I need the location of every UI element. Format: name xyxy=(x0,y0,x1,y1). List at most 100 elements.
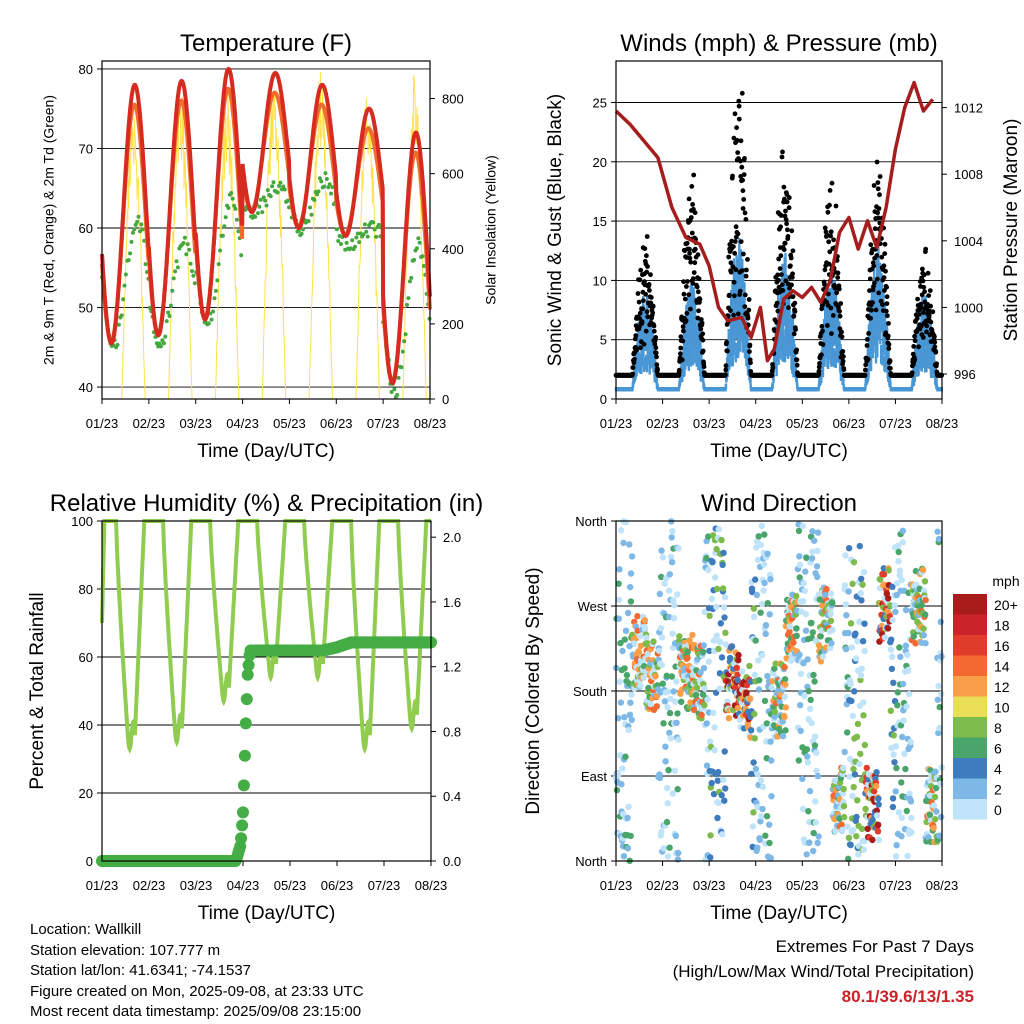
wind-mark xyxy=(693,303,697,337)
direction-point xyxy=(858,825,866,832)
y-tick-label: 40 xyxy=(79,718,93,733)
direction-point xyxy=(801,692,808,700)
direction-point xyxy=(827,610,834,617)
direction-point xyxy=(719,585,727,592)
direction-point xyxy=(671,601,678,609)
direction-point xyxy=(667,695,674,703)
direction-point xyxy=(764,600,771,607)
direction-point xyxy=(761,531,768,538)
direction-point xyxy=(717,620,724,627)
wind-mark xyxy=(679,373,683,383)
gust-point xyxy=(740,188,746,194)
dewpoint-point xyxy=(128,251,133,256)
gust-point xyxy=(630,371,635,377)
direction-point xyxy=(856,542,863,550)
dewpoint-point xyxy=(371,220,376,225)
direction-point xyxy=(749,823,757,830)
direction-point xyxy=(665,613,673,621)
wind-mark xyxy=(913,373,916,383)
gust-point xyxy=(792,309,798,314)
direction-point xyxy=(711,724,718,731)
gust-point xyxy=(863,367,868,373)
y-tick-label: 80 xyxy=(79,582,93,597)
direction-point xyxy=(725,715,733,722)
direction-point xyxy=(880,571,888,578)
direction-point xyxy=(850,765,857,773)
direction-point xyxy=(903,807,910,815)
wind-mark xyxy=(739,249,743,302)
x-tick-label: 08/23 xyxy=(926,416,959,431)
dewpoint-point xyxy=(364,229,369,234)
direction-point xyxy=(781,693,788,700)
dewpoint-point xyxy=(223,215,228,220)
legend-label: 8 xyxy=(994,720,1002,736)
direction-point xyxy=(674,786,681,793)
wind-mark xyxy=(795,377,799,385)
gust-point xyxy=(825,323,830,328)
direction-point xyxy=(735,657,742,664)
dewpoint-point xyxy=(126,258,131,263)
direction-point xyxy=(811,742,819,749)
gust-point xyxy=(723,367,729,373)
direction-point xyxy=(803,851,810,858)
direction-point xyxy=(757,541,764,549)
direction-point xyxy=(714,814,721,822)
extremes-title: Extremes For Past 7 Days xyxy=(775,937,974,956)
x-tick-label: 04/23 xyxy=(739,416,772,431)
direction-point xyxy=(771,708,779,716)
direction-point xyxy=(758,813,765,820)
gust-point xyxy=(826,239,832,245)
gust-point xyxy=(739,164,745,170)
x-tick-label: 06/23 xyxy=(833,416,866,431)
precip-point xyxy=(237,779,250,792)
wind-mark xyxy=(648,361,651,375)
dewpoint-point xyxy=(327,182,332,187)
direction-point xyxy=(627,699,634,706)
direction-point xyxy=(814,772,822,780)
y-axis-right-label: Station Pressure (Maroon) xyxy=(1001,119,1022,342)
legend-swatch xyxy=(953,717,987,738)
gust-point xyxy=(644,269,650,275)
direction-point xyxy=(904,852,911,860)
direction-point xyxy=(887,707,894,714)
direction-point xyxy=(934,696,941,703)
wind-mark xyxy=(689,349,693,367)
y-right-tick-label: 200 xyxy=(442,317,464,332)
direction-point xyxy=(847,620,855,627)
gust-point xyxy=(641,341,647,347)
x-tick-label: 01/23 xyxy=(86,878,119,893)
direction-point xyxy=(862,805,869,813)
direction-point xyxy=(814,573,821,581)
x-tick-label: 07/23 xyxy=(879,416,912,431)
direction-point xyxy=(858,665,865,672)
wind-mark xyxy=(794,363,797,376)
gust-point xyxy=(819,352,824,358)
direction-point xyxy=(715,526,722,533)
dewpoint-point xyxy=(412,257,417,262)
direction-point xyxy=(832,828,839,835)
direction-point xyxy=(746,695,754,702)
direction-point xyxy=(715,768,722,776)
dewpoint-point xyxy=(265,188,270,193)
direction-point xyxy=(626,711,634,718)
gust-point xyxy=(648,295,654,300)
direction-point xyxy=(689,671,697,679)
direction-point xyxy=(935,682,942,690)
gust-point xyxy=(633,333,639,338)
legend-title: mph xyxy=(992,573,1019,589)
dewpoint-point xyxy=(123,272,128,277)
direction-point xyxy=(856,618,863,625)
direction-point xyxy=(926,811,934,818)
direction-point xyxy=(667,553,675,561)
wind-mark xyxy=(923,339,926,361)
direction-point xyxy=(926,792,934,799)
direction-point xyxy=(848,697,855,705)
gust-point xyxy=(883,308,889,314)
direction-point xyxy=(739,668,746,675)
dewpoint-point xyxy=(330,185,335,190)
wind-mark xyxy=(683,363,686,376)
direction-point xyxy=(663,818,671,826)
direction-point xyxy=(756,836,764,844)
direction-point xyxy=(936,703,943,711)
wind-mark xyxy=(883,301,887,336)
